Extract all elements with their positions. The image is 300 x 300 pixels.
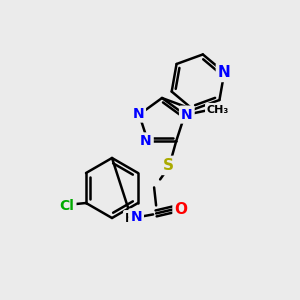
Text: O: O [175, 202, 188, 217]
Text: N: N [132, 106, 144, 121]
Text: CH₃: CH₃ [207, 105, 229, 115]
Text: N: N [218, 65, 231, 80]
Text: N: N [181, 108, 193, 122]
Text: Cl: Cl [60, 199, 74, 213]
Text: H: H [125, 212, 135, 225]
Text: N: N [140, 134, 152, 148]
Text: N: N [130, 210, 142, 224]
Text: S: S [163, 158, 174, 173]
